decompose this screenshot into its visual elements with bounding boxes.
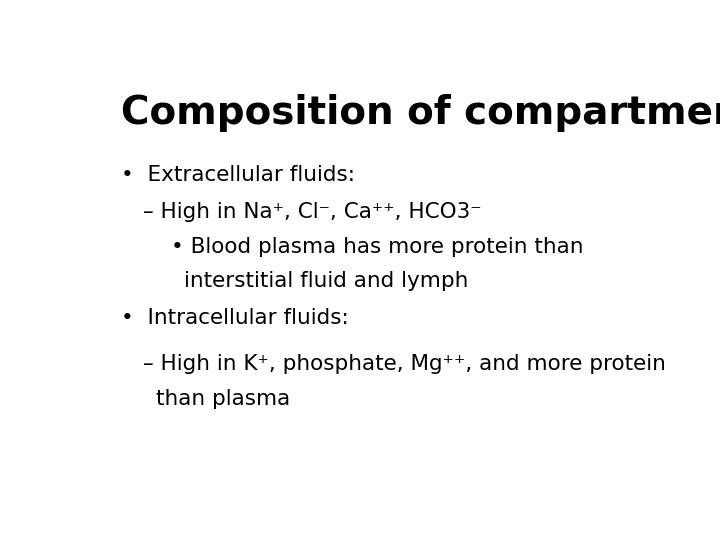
Text: • Blood plasma has more protein than: • Blood plasma has more protein than: [171, 238, 583, 258]
Text: – High in Na⁺, Cl⁻, Ca⁺⁺, HCO3⁻: – High in Na⁺, Cl⁻, Ca⁺⁺, HCO3⁻: [143, 202, 482, 222]
Text: •  Extracellular fluids:: • Extracellular fluids:: [121, 165, 355, 185]
Text: interstitial fluid and lymph: interstitial fluid and lymph: [184, 271, 468, 291]
Text: than plasma: than plasma: [156, 389, 290, 409]
Text: •  Intracellular fluids:: • Intracellular fluids:: [121, 308, 348, 328]
Text: – High in K⁺, phosphate, Mg⁺⁺, and more protein: – High in K⁺, phosphate, Mg⁺⁺, and more …: [143, 354, 666, 374]
Text: Composition of compartments: Composition of compartments: [121, 94, 720, 132]
